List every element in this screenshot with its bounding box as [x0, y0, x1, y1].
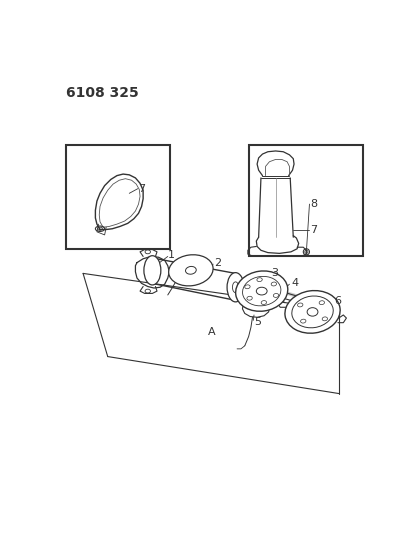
Text: 7: 7: [138, 184, 145, 193]
Ellipse shape: [227, 273, 243, 302]
Text: 6: 6: [333, 296, 340, 306]
Text: 2: 2: [213, 257, 220, 268]
Text: 7: 7: [310, 224, 317, 235]
Ellipse shape: [168, 255, 213, 286]
Text: 5: 5: [254, 317, 261, 327]
Text: A: A: [207, 327, 215, 337]
Bar: [66, 145, 170, 249]
Ellipse shape: [235, 271, 287, 311]
Text: 6108 325: 6108 325: [66, 85, 139, 100]
Text: 1: 1: [167, 250, 174, 260]
Bar: [248, 145, 362, 256]
Text: 3: 3: [270, 269, 277, 278]
Ellipse shape: [144, 256, 160, 285]
Ellipse shape: [284, 290, 339, 333]
Ellipse shape: [303, 296, 309, 308]
Text: 4: 4: [290, 278, 297, 288]
Text: 8: 8: [310, 199, 317, 209]
